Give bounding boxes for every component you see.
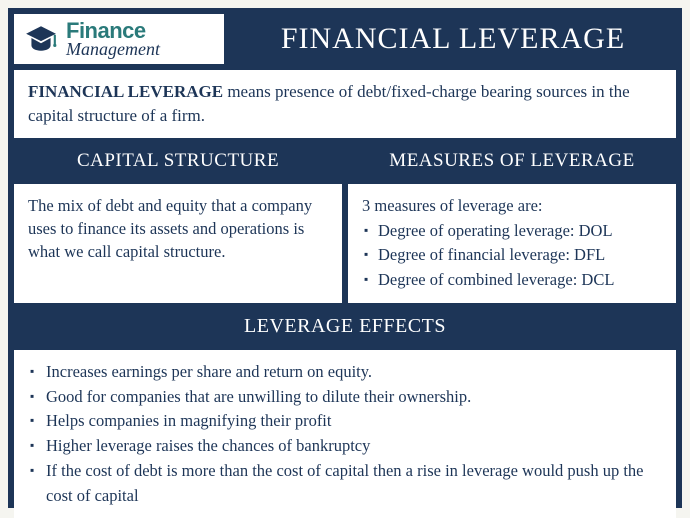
- graduation-cap-icon: [24, 22, 58, 56]
- list-item: Increases earnings per share and return …: [28, 360, 662, 385]
- measures-list: Degree of operating leverage: DOL Degree…: [362, 219, 662, 293]
- two-column-row: CAPITAL STRUCTURE The mix of debt and eq…: [14, 144, 676, 303]
- definition-box: FINANCIAL LEVERAGE means presence of deb…: [14, 70, 676, 138]
- measures-intro: 3 measures of leverage are:: [362, 194, 662, 217]
- list-item: Good for companies that are unwilling to…: [28, 385, 662, 410]
- effects-header: LEVERAGE EFFECTS: [14, 309, 676, 344]
- list-item: Helps companies in magnifying their prof…: [28, 409, 662, 434]
- effects-body: Increases earnings per share and return …: [14, 350, 676, 518]
- list-item: Degree of operating leverage: DOL: [362, 219, 662, 244]
- capital-structure-column: CAPITAL STRUCTURE The mix of debt and eq…: [14, 144, 342, 303]
- list-item: Higher leverage raises the chances of ba…: [28, 434, 662, 459]
- list-item: If the cost of debt is more than the cos…: [28, 459, 662, 509]
- header-row: Finance Management FINANCIAL LEVERAGE: [14, 14, 676, 64]
- main-title: FINANCIAL LEVERAGE: [230, 14, 676, 64]
- logo-line2: Management: [66, 40, 160, 58]
- measures-column: MEASURES OF LEVERAGE 3 measures of lever…: [348, 144, 676, 303]
- infographic-container: Finance Management FINANCIAL LEVERAGE FI…: [8, 8, 682, 508]
- measures-body: 3 measures of leverage are: Degree of op…: [348, 184, 676, 303]
- effects-list: Increases earnings per share and return …: [28, 360, 662, 509]
- logo-text: Finance Management: [66, 20, 160, 58]
- capital-structure-header: CAPITAL STRUCTURE: [14, 144, 342, 178]
- list-item: Degree of combined leverage: DCL: [362, 268, 662, 293]
- capital-structure-body: The mix of debt and equity that a compan…: [14, 184, 342, 303]
- logo-box: Finance Management: [14, 14, 224, 64]
- definition-lead: FINANCIAL LEVERAGE: [28, 82, 223, 101]
- list-item: Degree of financial leverage: DFL: [362, 243, 662, 268]
- measures-header: MEASURES OF LEVERAGE: [348, 144, 676, 178]
